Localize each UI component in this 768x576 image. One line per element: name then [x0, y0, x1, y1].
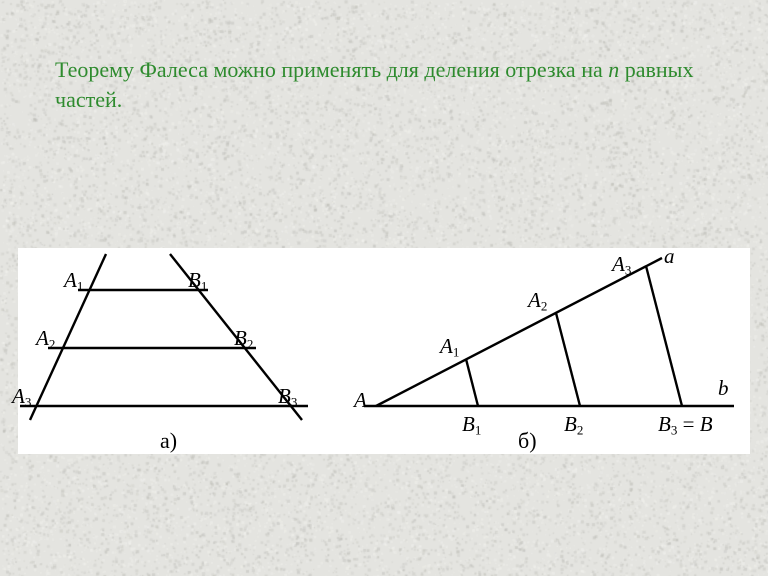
geom-label: B1: [462, 412, 481, 438]
geom-label: B1: [188, 268, 207, 294]
geometry-svg: [18, 248, 750, 454]
geom-label: a: [664, 244, 675, 269]
geom-label: A2: [36, 326, 55, 352]
heading: Теорему Фалеса можно применять для делен…: [0, 0, 768, 114]
geom-label: A1: [64, 268, 83, 294]
geom-label: а): [160, 428, 177, 454]
heading-pre: Теорему Фалеса можно применять для делен…: [55, 57, 608, 82]
geom-label: A3: [12, 384, 31, 410]
geom-label: B3 = B: [658, 412, 713, 438]
geom-label: A: [354, 388, 367, 413]
geom-label: B2: [564, 412, 583, 438]
geom-label: B3: [278, 384, 297, 410]
geom-label: b: [718, 376, 729, 401]
geom-label: A2: [528, 288, 547, 314]
geom-label: A3: [612, 252, 631, 278]
figure-panel: A1B1A2B2A3B3а)AA1A2A3aB1B2B3 = Bbб): [18, 248, 750, 454]
geom-label: B2: [234, 326, 253, 352]
heading-n: n: [608, 57, 619, 82]
geom-label: A1: [440, 334, 459, 360]
geom-label: б): [518, 428, 537, 454]
